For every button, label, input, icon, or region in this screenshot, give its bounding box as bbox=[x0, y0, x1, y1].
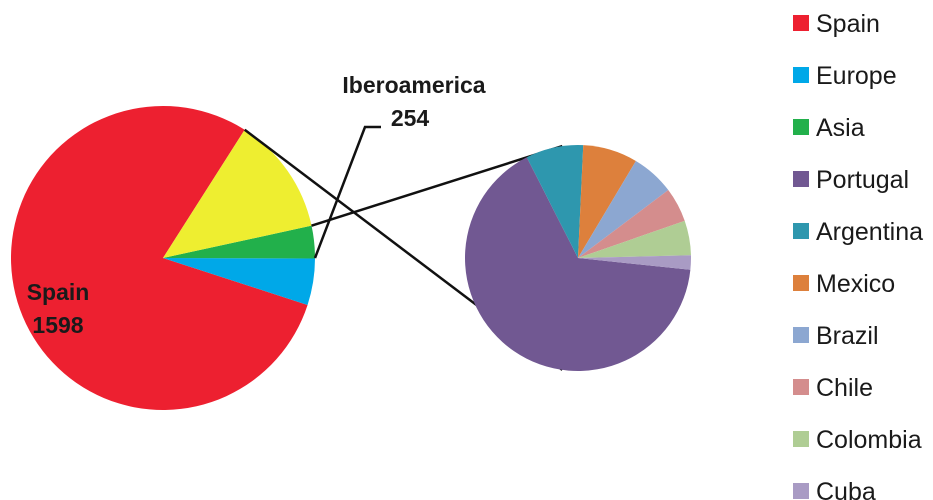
legend-swatch bbox=[793, 119, 809, 135]
legend-item-portugal: Portugal bbox=[793, 166, 909, 194]
legend-label: Cuba bbox=[816, 478, 876, 500]
legend-swatch bbox=[793, 379, 809, 395]
iberoamerica-label-value: 254 bbox=[391, 105, 430, 131]
legend-swatch bbox=[793, 171, 809, 187]
slice-cuba bbox=[578, 255, 692, 270]
iberoamerica-label-name: Iberoamerica bbox=[342, 72, 485, 98]
legend-label: Brazil bbox=[816, 322, 879, 350]
legend-item-argentina: Argentina bbox=[793, 218, 923, 246]
iberoamerica-breakdown-pie bbox=[464, 144, 692, 371]
legend-item-colombia: Colombia bbox=[793, 426, 922, 454]
legend-swatch bbox=[793, 327, 809, 343]
legend-swatch bbox=[793, 431, 809, 447]
legend-item-asia: Asia bbox=[793, 114, 865, 142]
legend-label: Europe bbox=[816, 62, 897, 90]
legend-item-chile: Chile bbox=[793, 374, 873, 402]
slice-colombia bbox=[578, 220, 691, 258]
slice-portugal bbox=[464, 157, 691, 371]
legend-label: Argentina bbox=[816, 218, 923, 246]
legend-swatch bbox=[793, 15, 809, 31]
slice-asia bbox=[163, 225, 316, 259]
legend-label: Chile bbox=[816, 374, 873, 402]
legend-label: Spain bbox=[816, 10, 880, 38]
legend-item-mexico: Mexico bbox=[793, 270, 895, 298]
slice-iberoamerica bbox=[163, 129, 312, 258]
slice-brazil bbox=[578, 160, 669, 258]
legend-label: Colombia bbox=[816, 426, 922, 454]
legend-item-spain: Spain bbox=[793, 10, 880, 38]
slice-argentina bbox=[526, 144, 584, 258]
legend-label: Portugal bbox=[816, 166, 909, 194]
spain-label-name: Spain bbox=[27, 279, 90, 305]
legend-swatch bbox=[793, 483, 809, 499]
slice-chile bbox=[578, 190, 685, 258]
legend: Spain Europe Asia Portugal Argentina Mexico Br… bbox=[793, 10, 923, 500]
slice-europe bbox=[163, 258, 315, 305]
legend-label: Mexico bbox=[816, 270, 895, 298]
legend-item-cuba: Cuba bbox=[793, 478, 876, 500]
iberoamerica-label-leader-line bbox=[313, 125, 381, 259]
legend-label: Asia bbox=[816, 114, 865, 142]
slice-spain bbox=[11, 105, 308, 410]
legend-item-brazil: Brazil bbox=[793, 322, 879, 350]
legend-swatch bbox=[793, 275, 809, 291]
slice-mexico bbox=[578, 145, 636, 258]
legend-swatch bbox=[793, 67, 809, 83]
legend-item-europe: Europe bbox=[793, 62, 897, 90]
spain-label-value: 1598 bbox=[32, 312, 83, 338]
legend-swatch bbox=[793, 223, 809, 239]
main-pie bbox=[11, 105, 316, 410]
